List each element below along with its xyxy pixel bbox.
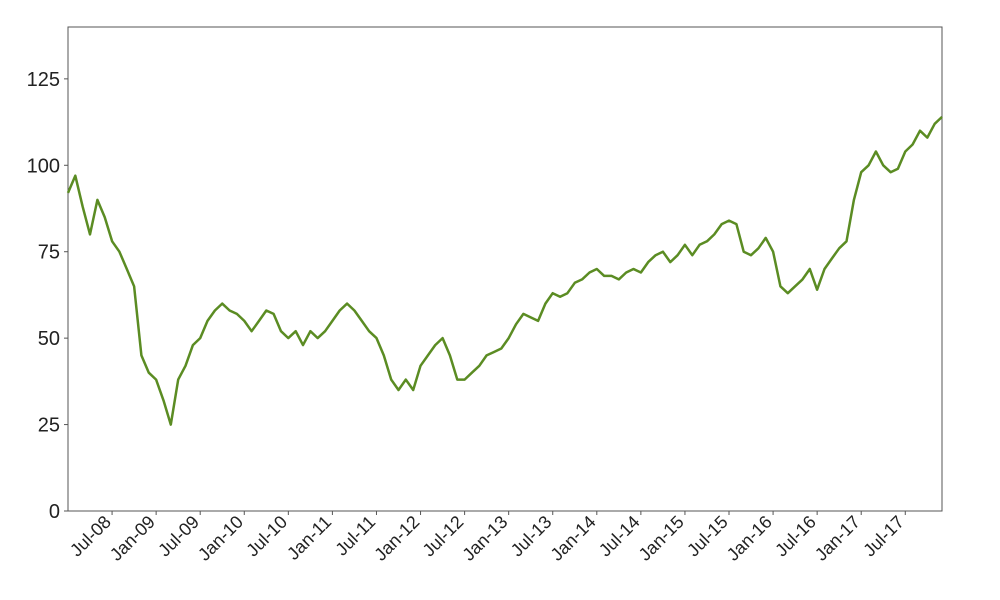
x-tick-label: Jan-17 <box>811 512 864 565</box>
x-tick-label: Jan-10 <box>194 512 247 565</box>
x-tick-label: Jan-15 <box>635 512 688 565</box>
x-tick-label: Jan-13 <box>458 512 511 565</box>
x-tick-label: Jan-11 <box>283 512 335 564</box>
x-tick-label: Jan-16 <box>723 512 776 565</box>
y-tick-label: 0 <box>49 501 60 523</box>
y-tick-label: 75 <box>38 242 60 264</box>
y-tick-label: 25 <box>38 415 60 437</box>
x-tick-label: Jan-12 <box>370 512 423 565</box>
x-tick-label: Jul-10 <box>242 512 291 561</box>
line-series <box>66 115 943 426</box>
x-tick-label: Jan-09 <box>106 512 159 565</box>
x-tick-label: Jul-17 <box>859 512 908 561</box>
y-tick-label: 100 <box>27 155 60 177</box>
y-tick-label: 125 <box>27 69 60 91</box>
plot-frame <box>67 26 943 512</box>
y-tick-label: 50 <box>38 328 60 350</box>
x-tick-label: Jan-14 <box>547 512 600 565</box>
